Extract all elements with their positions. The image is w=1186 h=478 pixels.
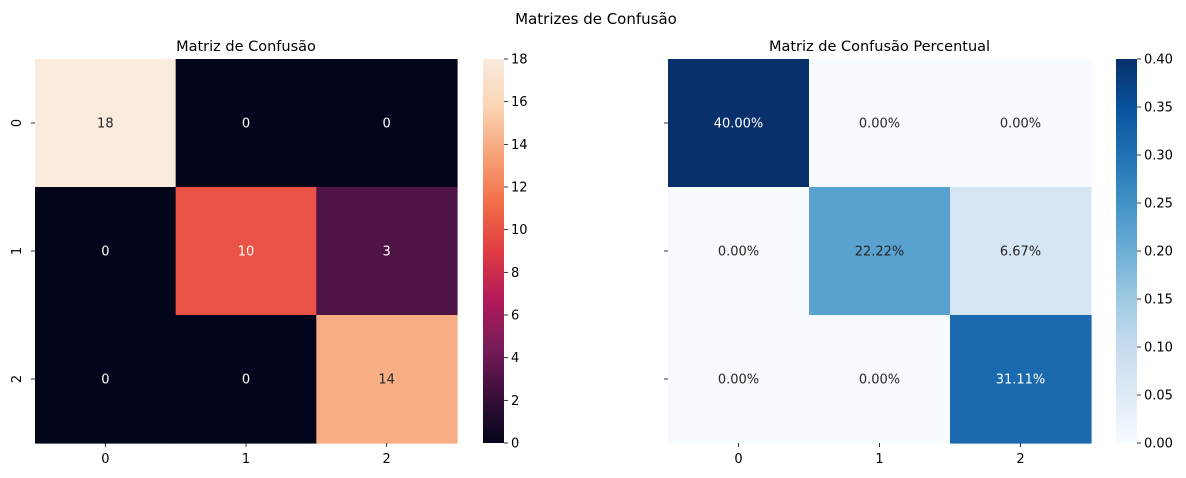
heatmap-cell bbox=[35, 315, 177, 444]
heatmap-cell bbox=[668, 315, 810, 444]
cell-label: 14 bbox=[378, 373, 395, 388]
heatmap-cell bbox=[668, 59, 810, 188]
cell-label: 3 bbox=[383, 245, 391, 260]
cell-label: 0.00% bbox=[718, 245, 759, 260]
colorbar-tick-label: 0.35 bbox=[1144, 101, 1173, 116]
cell-label: 0.00% bbox=[718, 373, 759, 388]
heatmap-cell bbox=[809, 187, 951, 316]
cell-label: 0 bbox=[101, 245, 109, 260]
colorbar-tick-label: 14 bbox=[511, 138, 528, 153]
colorbar bbox=[483, 59, 504, 443]
heatmap-cell bbox=[175, 315, 317, 444]
x-tick-label: 2 bbox=[1016, 452, 1024, 467]
heatmap-cell bbox=[950, 187, 1092, 316]
y-tick-label: 0 bbox=[10, 119, 25, 127]
colorbar-tick-label: 0 bbox=[511, 437, 519, 452]
cell-label: 0.00% bbox=[859, 373, 900, 388]
cell-label: 6.67% bbox=[1000, 245, 1041, 260]
colorbar-tick-label: 4 bbox=[511, 351, 519, 366]
colorbar-tick-label: 8 bbox=[511, 266, 519, 281]
colorbar-tick-label: 2 bbox=[511, 394, 519, 409]
colorbar-tick-label: 0.25 bbox=[1144, 197, 1173, 212]
y-tick-label: 1 bbox=[10, 247, 25, 255]
cell-label: 22.22% bbox=[855, 245, 905, 260]
colorbar-tick-label: 10 bbox=[511, 223, 528, 238]
heatmap-cell bbox=[950, 59, 1092, 188]
heatmap-cell bbox=[35, 59, 177, 188]
x-tick-label: 2 bbox=[383, 452, 391, 467]
colorbar-tick-label: 0.00 bbox=[1144, 437, 1173, 452]
cell-label: 10 bbox=[238, 245, 255, 260]
cell-label: 0 bbox=[242, 373, 250, 388]
heatmap-cell bbox=[316, 187, 458, 316]
cell-label: 31.11% bbox=[996, 373, 1046, 388]
heatmap-title: Matriz de Confusão bbox=[176, 39, 316, 55]
heatmap-cell bbox=[175, 59, 317, 188]
colorbar-tick-label: 0.20 bbox=[1144, 245, 1173, 260]
figure-title: Matrizes de Confusão bbox=[515, 10, 677, 28]
colorbar-tick-label: 18 bbox=[511, 53, 528, 68]
heatmap-title: Matriz de Confusão Percentual bbox=[769, 39, 990, 55]
colorbar-tick-label: 0.10 bbox=[1144, 341, 1173, 356]
colorbar-tick-label: 0.05 bbox=[1144, 389, 1173, 404]
y-tick-label: 2 bbox=[10, 375, 25, 383]
heatmap-cell bbox=[809, 59, 951, 188]
percentage-confusion-matrix-chart: Matriz de Confusão Percentual 40.00% 0.00%… bbox=[664, 39, 1173, 467]
cell-label: 0 bbox=[383, 117, 391, 132]
cell-label: 40.00% bbox=[714, 117, 764, 132]
cell-label: 18 bbox=[97, 117, 114, 132]
colorbar bbox=[1116, 59, 1137, 443]
colorbar-tick-label: 0.40 bbox=[1144, 53, 1173, 68]
x-tick-label: 1 bbox=[875, 452, 883, 467]
cell-label: 0 bbox=[242, 117, 250, 132]
colorbar-tick-label: 0.15 bbox=[1144, 293, 1173, 308]
cell-label: 0 bbox=[101, 373, 109, 388]
heatmap-cell bbox=[950, 315, 1092, 444]
heatmap-cell bbox=[35, 187, 177, 316]
heatmap-cell bbox=[316, 315, 458, 444]
colorbar-tick-label: 0.30 bbox=[1144, 149, 1173, 164]
colorbar-tick-label: 6 bbox=[511, 309, 519, 324]
x-tick-label: 0 bbox=[734, 452, 742, 467]
x-tick-label: 1 bbox=[242, 452, 250, 467]
heatmap-cell bbox=[809, 315, 951, 444]
heatmap-cell bbox=[175, 187, 317, 316]
heatmap-cell bbox=[668, 187, 810, 316]
colorbar-tick-label: 16 bbox=[511, 95, 528, 110]
cell-label: 0.00% bbox=[1000, 117, 1041, 132]
cell-label: 0.00% bbox=[859, 117, 900, 132]
heatmap-cell bbox=[316, 59, 458, 188]
colorbar-tick-label: 12 bbox=[511, 181, 528, 196]
x-tick-label: 0 bbox=[101, 452, 109, 467]
